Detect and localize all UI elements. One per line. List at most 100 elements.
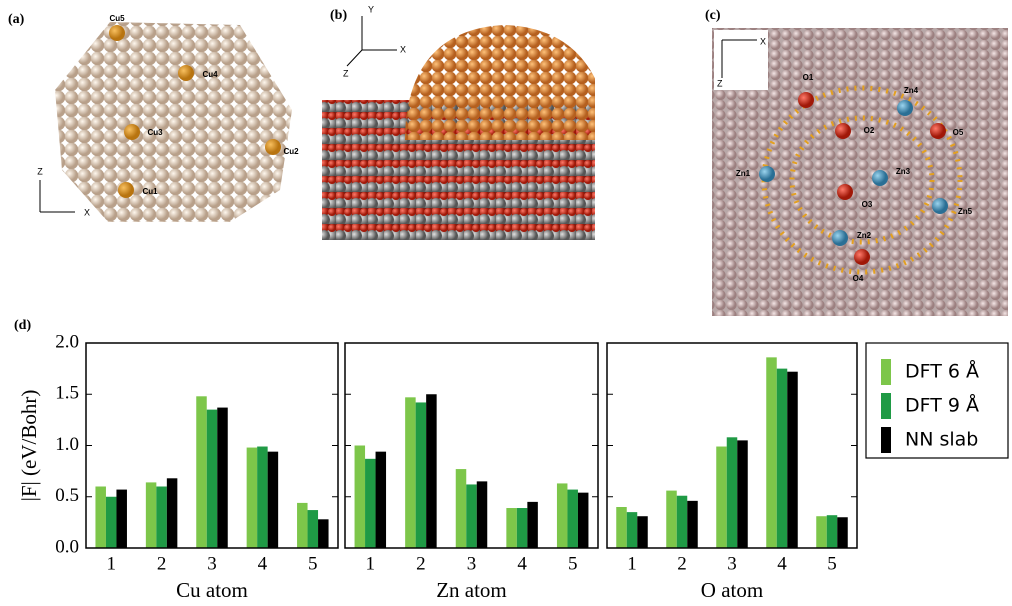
bar	[365, 459, 376, 548]
bar	[766, 357, 777, 548]
atom	[178, 65, 194, 81]
bar	[355, 446, 366, 549]
atom	[118, 182, 134, 198]
bar	[557, 483, 568, 548]
bar	[827, 515, 838, 548]
y-axis-title: |F| (eV/Bohr)	[17, 390, 41, 502]
x-tick-label: 1	[627, 553, 637, 574]
bar	[777, 369, 788, 548]
top-panels: (a) Z X (b) Y X Z (c) X Z (d) Cu5 Cu4 Cu3 C…	[8, 0, 1008, 333]
x-tick-label: 4	[517, 553, 527, 574]
atom	[759, 166, 775, 182]
x-tick-label: 3	[207, 553, 217, 574]
axis-letter: X	[400, 44, 406, 54]
bar	[456, 469, 467, 548]
bar	[416, 402, 427, 548]
legend-label: DFT 6 Å	[905, 360, 979, 383]
bar	[308, 510, 319, 548]
legend-swatch	[881, 427, 891, 453]
panel-label: (c)	[705, 8, 721, 23]
x-tick-label: 3	[727, 553, 737, 574]
y-tick-label: 0.0	[55, 536, 79, 557]
axis-letter: Z	[343, 68, 349, 78]
atom-label: O2	[864, 126, 875, 135]
bar	[816, 516, 827, 548]
x-tick-label: 4	[258, 553, 268, 574]
axis-letter: Z	[717, 78, 723, 88]
bar	[616, 507, 627, 548]
y-tick-label: 0.5	[55, 485, 79, 506]
bar	[477, 481, 488, 548]
atom	[930, 123, 946, 139]
x-tick-label: 2	[157, 553, 167, 574]
x-tick-label: 5	[568, 553, 578, 574]
mask	[595, 0, 625, 245]
atom-label: Cu2	[283, 147, 299, 156]
axis-letter: X	[760, 36, 766, 46]
bar	[627, 512, 638, 548]
atom	[932, 198, 948, 214]
atom	[837, 184, 853, 200]
atom	[109, 25, 125, 41]
atom-label: O1	[803, 73, 814, 82]
legend-label: NN slab	[905, 429, 978, 451]
atom	[124, 124, 140, 140]
bar	[156, 487, 167, 549]
x-tick-label: 4	[777, 553, 787, 574]
bar	[217, 408, 228, 548]
atom-label: Cu3	[147, 128, 163, 137]
nanoparticle-top-view	[55, 22, 292, 222]
panel-label: (d)	[14, 318, 31, 333]
y-tick-label: 1.0	[55, 434, 79, 455]
x-tick-label: 5	[308, 553, 318, 574]
atom-label: O3	[862, 200, 873, 209]
x-tick-label: 1	[366, 553, 376, 574]
atom-label: O5	[953, 128, 964, 137]
atom	[832, 230, 848, 246]
atom-label: Cu5	[109, 14, 125, 23]
atom-label: Cu1	[142, 187, 158, 196]
atom-label: Zn4	[904, 86, 919, 95]
x-tick-label: 3	[467, 553, 477, 574]
bar	[687, 501, 698, 548]
atom	[872, 170, 888, 186]
bar	[146, 482, 157, 548]
x-axis-title: Cu atom	[176, 578, 248, 602]
bar	[466, 484, 477, 548]
atom	[897, 100, 913, 116]
atom-label: Zn1	[736, 169, 751, 178]
x-tick-label: 2	[677, 553, 687, 574]
bar	[527, 502, 538, 548]
x-axis-title: Zn atom	[436, 578, 507, 602]
atom-label: Cu4	[202, 70, 218, 79]
bar	[517, 508, 528, 548]
bar	[737, 440, 748, 548]
x-tick-label: 5	[827, 553, 837, 574]
bar	[376, 452, 387, 548]
x-tick-label: 2	[416, 553, 426, 574]
panel-label: (b)	[330, 8, 347, 23]
axis-letter: Y	[368, 4, 374, 14]
bar	[677, 496, 688, 548]
bar	[727, 437, 738, 548]
atom	[798, 92, 814, 108]
page: {"panels": { "a": {"label": "(a)", "axes…	[0, 0, 1012, 606]
axis-letter: X	[84, 207, 90, 217]
atom	[854, 249, 870, 265]
bar	[578, 493, 589, 548]
bar	[196, 396, 207, 548]
bar	[405, 397, 416, 548]
x-axis-title: O atom	[701, 578, 763, 602]
bar	[666, 491, 677, 548]
bar	[116, 490, 127, 548]
axes-b	[347, 16, 397, 66]
bar	[318, 519, 329, 548]
legend-swatch	[881, 393, 891, 419]
axis-letter: Z	[37, 166, 43, 176]
atom-label: Zn3	[896, 167, 911, 176]
bar	[95, 487, 106, 549]
copper-cluster	[405, 25, 612, 140]
panel-label: (a)	[8, 12, 25, 27]
x-tick-label: 1	[106, 553, 116, 574]
